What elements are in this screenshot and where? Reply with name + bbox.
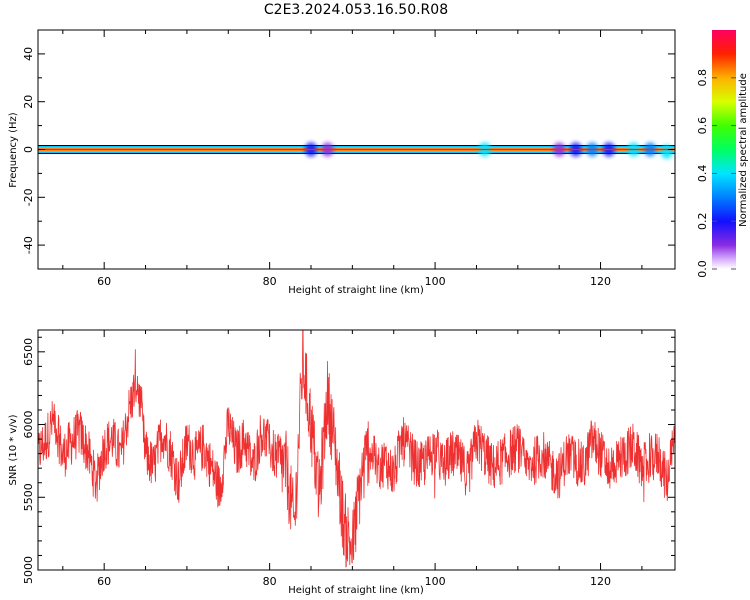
snr-x-axis-label: Height of straight line (km) (288, 585, 424, 596)
spectral-hotspot (660, 144, 673, 159)
spectrogram-y-axis-label: Frequency (Hz) (8, 112, 19, 188)
snr-y-tick-label: 6500 (22, 338, 35, 366)
spectrogram-x-tick-label: 120 (590, 275, 611, 288)
snr-plot-area (38, 330, 675, 568)
colorbar: 0.0 0.2 0.4 0.6 0.8 Normalized spectral ampl… (696, 30, 749, 278)
snr-y-tick-label: 5500 (22, 483, 35, 511)
snr-series-line (38, 330, 675, 568)
snr-y-axis-label: SNR (10 * v/v) (8, 414, 19, 485)
colorbar-tick-label: 0.2 (696, 212, 709, 230)
snr-x-tick-label: 80 (263, 575, 277, 588)
colorbar-label: Normalized spectral amplitude (738, 73, 749, 227)
spectrogram-x-axis-label: Height of straight line (km) (288, 285, 424, 296)
spectrogram-axes: 60 80 100 120 -40 -20 0 20 40 (22, 29, 675, 288)
colorbar-tick-label: 0.0 (696, 260, 709, 278)
snr-y-tick-label: 5000 (22, 556, 35, 584)
colorbar-tick-label: 0.8 (696, 69, 709, 87)
spectrogram-plot-area (38, 142, 675, 159)
colorbar-tick-label: 0.4 (696, 165, 709, 183)
spectrogram-y-tick-label: 0 (22, 146, 35, 153)
snr-axes: 60 80 100 120 5000 5500 6000 6500 (22, 330, 675, 588)
figure-title: C2E3.2024.053.16.50.R08 (264, 2, 448, 18)
colorbar-tick-label: 0.6 (696, 117, 709, 135)
colorbar-gradient (712, 30, 736, 269)
snr-frame (37, 329, 676, 571)
spectrogram-y-tick-label: 40 (22, 47, 35, 61)
spectrogram-x-tick-label: 60 (97, 275, 111, 288)
spectrogram-y-tick-label: 20 (22, 95, 35, 109)
spectrogram-panel: 60 80 100 120 -40 -20 0 20 40 Height of straight… (8, 29, 676, 296)
snr-x-tick-label: 60 (97, 575, 111, 588)
snr-panel: 60 80 100 120 5000 5500 6000 6500 Height of str… (8, 329, 676, 596)
snr-x-tick-label: 120 (590, 575, 611, 588)
spectrogram-y-tick-label: -40 (22, 236, 35, 254)
spectrogram-y-tick-label: -20 (22, 188, 35, 206)
spectrogram-x-tick-label: 100 (425, 275, 446, 288)
snr-x-tick-label: 100 (425, 575, 446, 588)
snr-y-tick-label: 6000 (22, 411, 35, 439)
colorbar-ticks: 0.0 0.2 0.4 0.6 0.8 (696, 69, 736, 278)
spectrogram-x-tick-label: 80 (263, 275, 277, 288)
